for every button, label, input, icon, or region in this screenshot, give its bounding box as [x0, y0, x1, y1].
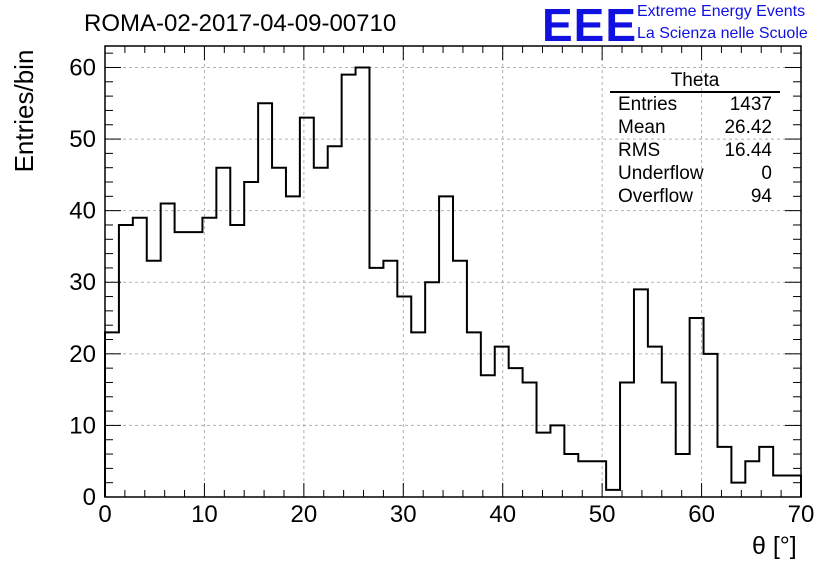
stats-value: 26.42 — [724, 117, 772, 138]
plot-frame — [104, 45, 802, 498]
histogram-bar — [509, 368, 523, 497]
histogram-bar — [189, 232, 203, 497]
histogram-bar — [620, 382, 634, 497]
histogram-bar — [676, 454, 690, 497]
stats-label: RMS — [618, 140, 661, 161]
histogram-bar — [147, 261, 161, 497]
histogram-bar — [369, 268, 383, 497]
x-tick-label: 10 — [191, 501, 218, 528]
histogram-bar — [564, 454, 578, 497]
stats-row-mean: Mean 26.42 — [610, 116, 780, 139]
x-tick-label: 40 — [489, 501, 516, 528]
y-tick-label: 50 — [69, 126, 96, 153]
histogram-bar — [314, 168, 328, 497]
stats-row-entries: Entries 1437 — [610, 93, 780, 116]
stats-row-overflow: Overflow 94 — [610, 185, 780, 208]
histogram-bar — [606, 490, 620, 497]
y-tick-label: 20 — [69, 341, 96, 368]
histogram-bar — [258, 103, 272, 497]
histogram-bar — [481, 375, 495, 497]
y-tick-label: 10 — [69, 412, 96, 439]
histogram-bar — [731, 483, 745, 497]
histogram-bar — [759, 447, 773, 497]
stats-box: Theta Entries 1437 Mean 26.42 RMS 16.44 … — [610, 71, 780, 208]
stats-label: Overflow — [618, 186, 693, 207]
stats-row-rms: RMS 16.44 — [610, 139, 780, 162]
histogram-bar — [300, 118, 314, 497]
x-tick-label: 70 — [788, 501, 815, 528]
histogram-bar — [495, 347, 509, 497]
histogram-bar — [662, 382, 676, 497]
histogram-bar — [105, 332, 119, 497]
histogram-bar — [244, 182, 258, 497]
histogram-bar — [634, 289, 648, 497]
histogram-bar — [745, 461, 759, 497]
histogram-bar — [578, 461, 592, 497]
histogram-bar — [787, 476, 801, 497]
histogram-bar — [453, 261, 467, 497]
logo-line-2: La Scienza nelle Scuole — [637, 25, 808, 42]
stats-value: 0 — [761, 163, 772, 184]
histogram-bar — [411, 332, 425, 497]
histogram-bar — [439, 196, 453, 497]
stats-value: 94 — [750, 186, 772, 207]
histogram-bar — [648, 347, 662, 497]
y-tick-label: 30 — [69, 269, 96, 296]
histogram-bar — [328, 146, 342, 497]
histogram-bar — [216, 168, 230, 497]
x-tick-label: 60 — [688, 501, 715, 528]
histogram-bar — [342, 75, 356, 497]
y-tick-label: 40 — [69, 198, 96, 225]
x-tick-label: 50 — [589, 501, 616, 528]
logo-line-1: Extreme Energy Events — [637, 3, 806, 20]
histogram-bar — [592, 461, 606, 497]
x-tick-label: 30 — [390, 501, 417, 528]
histogram-bar — [550, 425, 564, 497]
histogram-bar — [537, 433, 551, 497]
histogram-bar — [397, 297, 411, 497]
histogram-bar — [119, 225, 133, 497]
histogram-bar — [425, 282, 439, 497]
histogram-bar — [230, 225, 244, 497]
y-axis-label: Entries/bin — [9, 49, 39, 173]
histogram-bar — [286, 196, 300, 497]
x-axis-label: θ [°] — [752, 532, 797, 560]
stats-row-underflow: Underflow 0 — [610, 162, 780, 185]
histogram-bar — [175, 232, 189, 497]
histogram-bar — [467, 332, 481, 497]
histogram-step-line — [104, 66, 802, 497]
histogram-bar — [272, 168, 286, 497]
histogram-bar — [161, 203, 175, 497]
histogram-bar — [523, 382, 537, 497]
y-tick-label: 0 — [83, 484, 96, 511]
stats-label: Mean — [618, 117, 666, 138]
y-tick-label: 60 — [69, 54, 96, 81]
histogram-bar — [133, 218, 147, 497]
stats-value: 16.44 — [724, 140, 772, 161]
stats-value: 1437 — [729, 94, 772, 115]
run-title: ROMA-02-2017-04-09-00710 — [84, 10, 397, 37]
histogram-bar — [383, 261, 397, 497]
stats-title: Theta — [610, 71, 780, 93]
x-tick-label: 0 — [98, 501, 111, 528]
stats-label: Entries — [618, 94, 678, 115]
stats-label: Underflow — [618, 163, 704, 184]
histogram-bar — [717, 447, 731, 497]
x-tick-label: 20 — [291, 501, 318, 528]
histogram-bar — [773, 476, 787, 497]
eee-logo: EEE — [542, 0, 638, 51]
